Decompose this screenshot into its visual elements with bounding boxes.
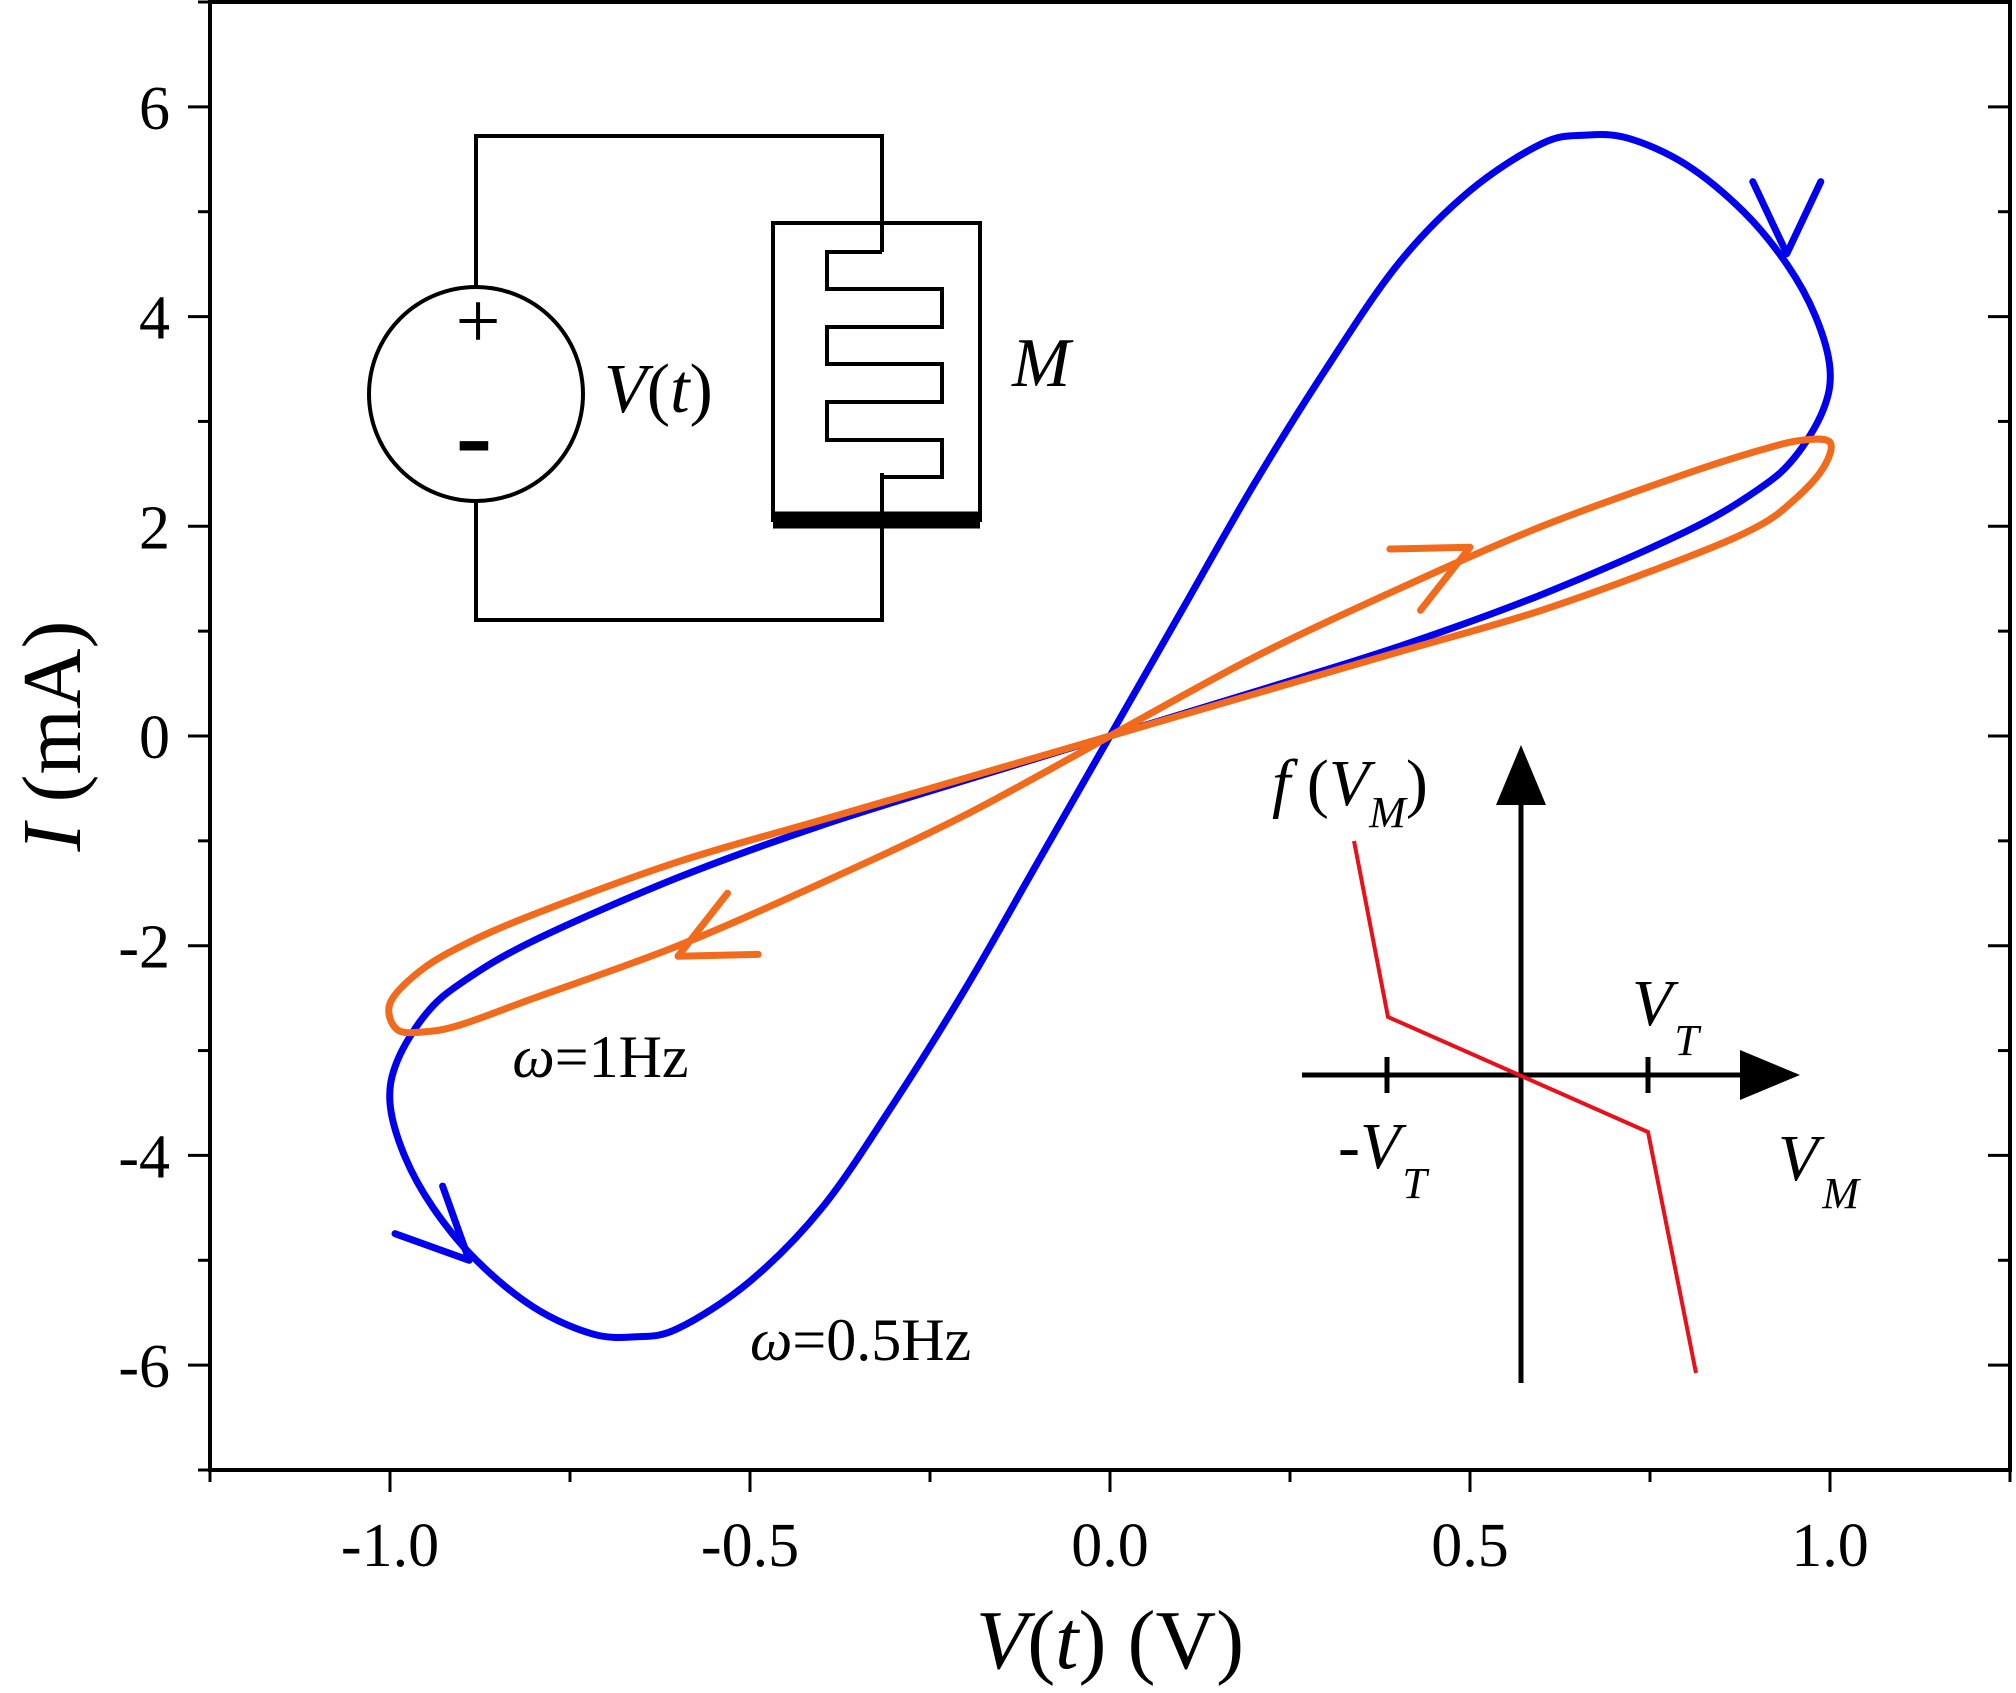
y-tick-label: -4: [118, 1123, 170, 1191]
direction-arrow: [1386, 543, 1474, 614]
threshold-inset: [1302, 745, 1800, 1383]
y-tick-label: -2: [118, 914, 170, 982]
series-layer: [385, 130, 1835, 1342]
inset-y-label: f (VM): [1272, 747, 1428, 837]
source-minus-sign: -: [456, 374, 493, 496]
frequency-label: ω=1Hz: [512, 1024, 688, 1090]
memristor-meander: [825, 250, 944, 479]
memristor-label: M: [1011, 325, 1074, 402]
direction-arrow: [1749, 178, 1825, 258]
x-tick-label: 1.0: [1791, 1512, 1869, 1580]
x-tick-label: 0.5: [1431, 1512, 1509, 1580]
y-axis-title: I (mA): [6, 621, 99, 853]
circuit-inset: [367, 134, 982, 622]
series-line-1hz: [385, 435, 1835, 1037]
axis-tick-labels: -1.0 -0.5 0.0 0.5 1.0 -6 -4 -2 0 2 4 6: [118, 75, 1868, 1580]
x-tick-label: 0.0: [1071, 1512, 1149, 1580]
axis-ticks: [188, 0, 2012, 1492]
y-tick-label: -6: [118, 1333, 170, 1401]
direction-arrow: [391, 1182, 473, 1264]
y-tick-label: 2: [139, 494, 170, 562]
x-axis-title: V(t) (V): [976, 1594, 1244, 1687]
x-tick-label: -1.0: [341, 1512, 439, 1580]
inset-x-label: VM: [1778, 1122, 1861, 1218]
source-plus-sign: +: [455, 278, 500, 366]
voltage-source-symbol: [367, 285, 585, 503]
source-label: V(t): [604, 351, 713, 428]
neg-threshold-label: -VT: [1338, 1110, 1430, 1208]
x-tick-label: -0.5: [701, 1512, 799, 1580]
y-tick-label: 4: [139, 285, 170, 353]
direction-arrow: [674, 889, 762, 960]
memristor-box: [771, 221, 982, 522]
y-tick-label: 6: [139, 75, 170, 143]
threshold-function-line: [1352, 840, 1698, 1374]
pos-threshold-label: VT: [1632, 967, 1702, 1065]
circuit-wire: [474, 134, 884, 622]
y-tick-label: 0: [139, 704, 170, 772]
frequency-label: ω=0.5Hz: [750, 1307, 971, 1373]
series-annotations: ω=1Hz ω=0.5Hz: [512, 1024, 971, 1373]
